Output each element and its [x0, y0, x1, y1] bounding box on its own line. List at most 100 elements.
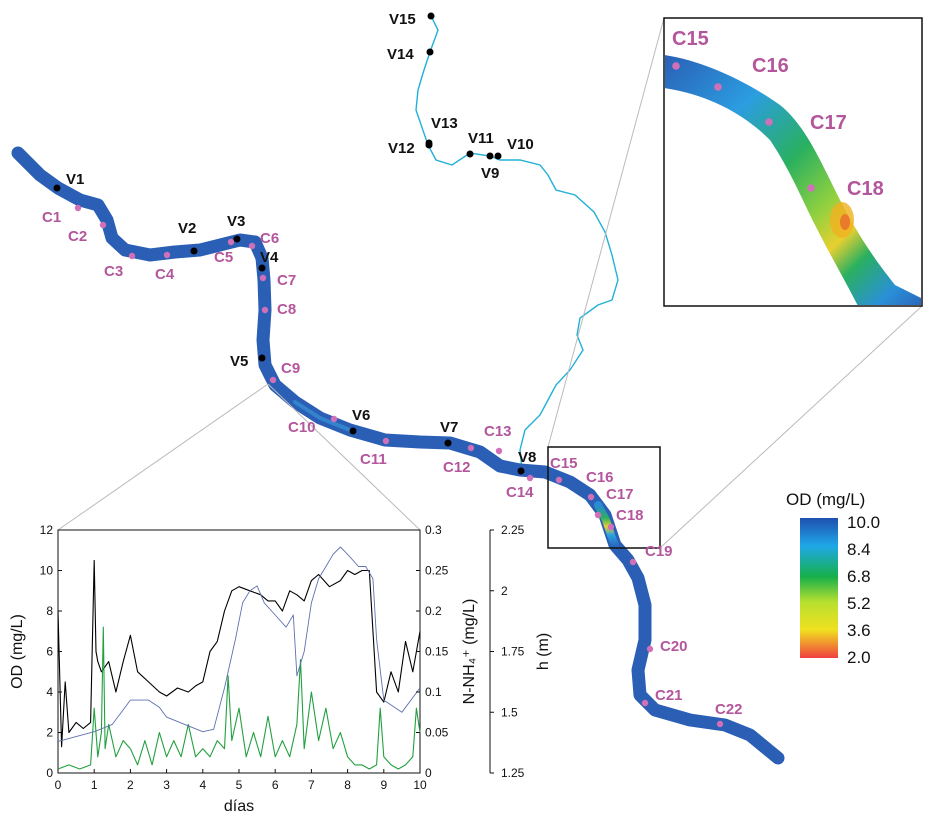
y-right-tick-label: 0 [425, 766, 432, 780]
legend-tick-label: 5.2 [847, 594, 871, 613]
h-axis-tick-label: 2.25 [501, 523, 525, 537]
station-v2-label: V2 [178, 220, 196, 237]
y-right-tick-label: 0.15 [425, 645, 449, 659]
station-v14-label: V14 [387, 46, 414, 63]
x-tick-label: 7 [308, 778, 315, 792]
point-c7-label: C7 [277, 272, 296, 289]
point-c11-label: C11 [360, 451, 387, 468]
chart-series-line-1 [57, 626, 421, 770]
x-axis-title: días [224, 798, 254, 815]
point-c8-label: C8 [277, 301, 296, 318]
x-tick-label: 5 [236, 778, 243, 792]
h-axis-tick-label: 1.75 [501, 645, 525, 659]
y-left-tick-label: 0 [46, 766, 53, 780]
zoom-line [57, 383, 269, 531]
x-tick-label: 1 [91, 778, 98, 792]
station-v3-marker [233, 235, 241, 243]
y-right-tick-label: 0.25 [425, 564, 449, 578]
station-v8-marker [517, 467, 525, 475]
point-c3-marker [128, 252, 136, 260]
legend-tick-label: 10.0 [847, 513, 880, 532]
inset-point-c18-label: C18 [847, 178, 884, 200]
station-v15-label: V15 [389, 11, 416, 28]
point-c3-label: C3 [104, 263, 123, 280]
point-c9-label: C9 [281, 360, 300, 377]
point-c9-marker [269, 376, 277, 384]
station-v1-label: V1 [66, 171, 84, 188]
inset-low-od-spot [840, 214, 850, 230]
legend-tick-label: 2.0 [847, 648, 871, 667]
point-c18-marker [607, 523, 615, 531]
station-v6-marker [349, 427, 357, 435]
zoom-line [267, 383, 421, 531]
x-tick-label: 4 [199, 778, 206, 792]
point-c18-label: C18 [616, 507, 644, 524]
station-v4-label: V4 [260, 249, 279, 266]
point-c14-label: C14 [506, 484, 534, 501]
x-tick-label: 8 [344, 778, 351, 792]
inset-river [665, 55, 921, 305]
zoom-line [659, 305, 923, 549]
point-c22-label: C22 [715, 701, 743, 718]
point-c15-marker [555, 476, 563, 484]
point-c13-label: C13 [484, 423, 512, 440]
y-right-axis-title: N-NH₄⁺ (mg/L) [461, 599, 478, 705]
main-river [11, 146, 785, 765]
legend-tick-label: 6.8 [847, 567, 871, 586]
legend-title: OD (mg/L) [786, 490, 865, 509]
x-tick-label: 3 [163, 778, 170, 792]
station-v7-marker [444, 439, 452, 447]
y-right-tick-label: 0.1 [425, 685, 442, 699]
point-c12-marker [467, 444, 475, 452]
y-right-tick-label: 0.3 [425, 523, 442, 537]
station-v8-label: V8 [518, 449, 536, 466]
y-left-tick-label: 10 [40, 564, 54, 578]
point-c16-label: C16 [586, 469, 614, 486]
h-axis-tick-label: 1.5 [501, 705, 518, 719]
point-c19-marker [629, 558, 637, 566]
station-v11-marker [466, 150, 474, 158]
point-c22-marker [716, 720, 724, 728]
station-v1-marker [53, 184, 61, 192]
point-c6-marker [248, 242, 256, 250]
station-v14-marker [426, 48, 434, 56]
point-c7-marker [259, 274, 267, 282]
inset-point-c16-label: C16 [752, 55, 789, 77]
inset-panel [663, 17, 923, 307]
point-c5-label: C5 [214, 249, 233, 266]
y-left-tick-label: 12 [40, 523, 54, 537]
station-v11-label: V11 [468, 130, 494, 147]
point-c2-marker [99, 221, 107, 229]
tributary-river [415, 15, 619, 471]
y-right-tick-label: 0.05 [425, 726, 449, 740]
point-c15-label: C15 [550, 455, 578, 472]
station-v2-marker [190, 247, 198, 255]
point-c21-marker [641, 699, 649, 707]
point-c11-marker [382, 437, 390, 445]
y-right-tick-label: 0.2 [425, 604, 442, 618]
point-c13-marker [495, 447, 503, 455]
y-left-tick-label: 2 [46, 726, 53, 740]
point-c10-marker [330, 415, 338, 423]
inset-point-c17-label: C17 [810, 112, 847, 134]
station-v3-label: V3 [227, 213, 245, 230]
chart-series-line-2 [57, 546, 421, 742]
station-v10-label: V10 [507, 136, 534, 153]
legend-tick-label: 3.6 [847, 621, 871, 640]
station-v5-label: V5 [230, 353, 248, 370]
station-v15-marker [427, 12, 435, 20]
point-c21-label: C21 [655, 687, 683, 704]
x-tick-label: 6 [272, 778, 279, 792]
point-c12-label: C12 [443, 459, 471, 476]
station-v10-marker [494, 152, 502, 160]
point-c16-marker [587, 493, 595, 501]
point-c6-label: C6 [260, 230, 279, 247]
h-axis-title: h (m) [535, 633, 552, 670]
station-v6-label: V6 [352, 407, 370, 424]
station-v13-label: V13 [431, 115, 458, 132]
od-legend: OD (mg/L) 10.0 8.4 6.8 5.2 3.6 2.0 [786, 490, 880, 667]
y-left-tick-label: 4 [46, 685, 53, 699]
station-v7-label: V7 [440, 419, 458, 436]
